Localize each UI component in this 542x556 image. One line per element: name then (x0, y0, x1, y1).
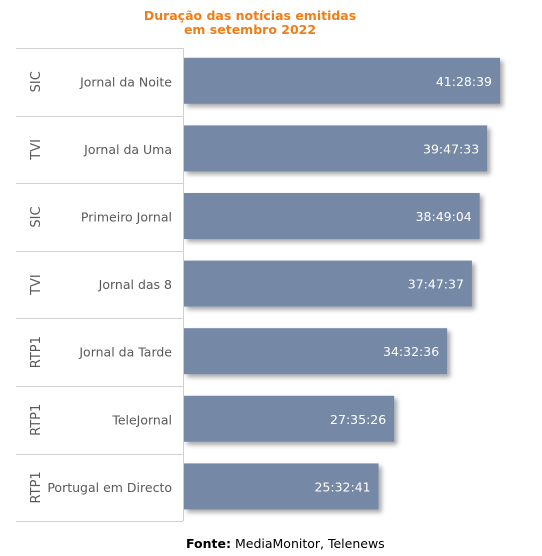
channel-label: RTP1 (29, 404, 44, 436)
data-label: 38:49:04 (416, 209, 472, 224)
data-label: 37:47:37 (408, 277, 464, 292)
program-label: TeleJornal (111, 412, 172, 427)
channel-label: TVI (29, 139, 44, 161)
program-label: Portugal em Directo (47, 480, 172, 495)
data-label: 39:47:33 (423, 141, 479, 156)
bar (184, 395, 395, 442)
program-label: Jornal da Noite (79, 74, 172, 89)
bar (184, 125, 488, 172)
source-footer: Fonte: MediaMonitor, Telenews (186, 536, 385, 551)
bar-chart: SIC Jornal da Noite 41:28:39 TVI Jornal da U… (16, 48, 500, 522)
bar (184, 328, 448, 375)
program-label: Jornal da Uma (83, 142, 172, 157)
bar (184, 193, 480, 239)
chart-title-line-1: Duração das notícias emitidas (143, 8, 357, 23)
source-text: MediaMonitor, Telenews (234, 536, 385, 551)
chart-title-line-2: em setembro 2022 (183, 22, 317, 37)
channel-label: TVI (29, 274, 44, 296)
bar (184, 463, 379, 510)
source-label: Fonte: (186, 536, 231, 551)
data-label: 41:28:39 (436, 74, 492, 89)
data-label: 25:32:41 (314, 479, 370, 494)
data-label: 34:32:36 (383, 344, 439, 359)
data-label: 27:35:26 (330, 412, 386, 427)
bar (184, 260, 472, 307)
program-label: Primeiro Jornal (81, 210, 172, 225)
bar (184, 57, 500, 104)
channel-label: RTP1 (29, 336, 44, 368)
channel-label: SIC (29, 71, 44, 92)
channel-label: SIC (29, 206, 44, 227)
channel-label: RTP1 (29, 471, 44, 503)
program-label: Jornal da Tarde (78, 345, 172, 360)
program-label: Jornal das 8 (98, 277, 172, 292)
